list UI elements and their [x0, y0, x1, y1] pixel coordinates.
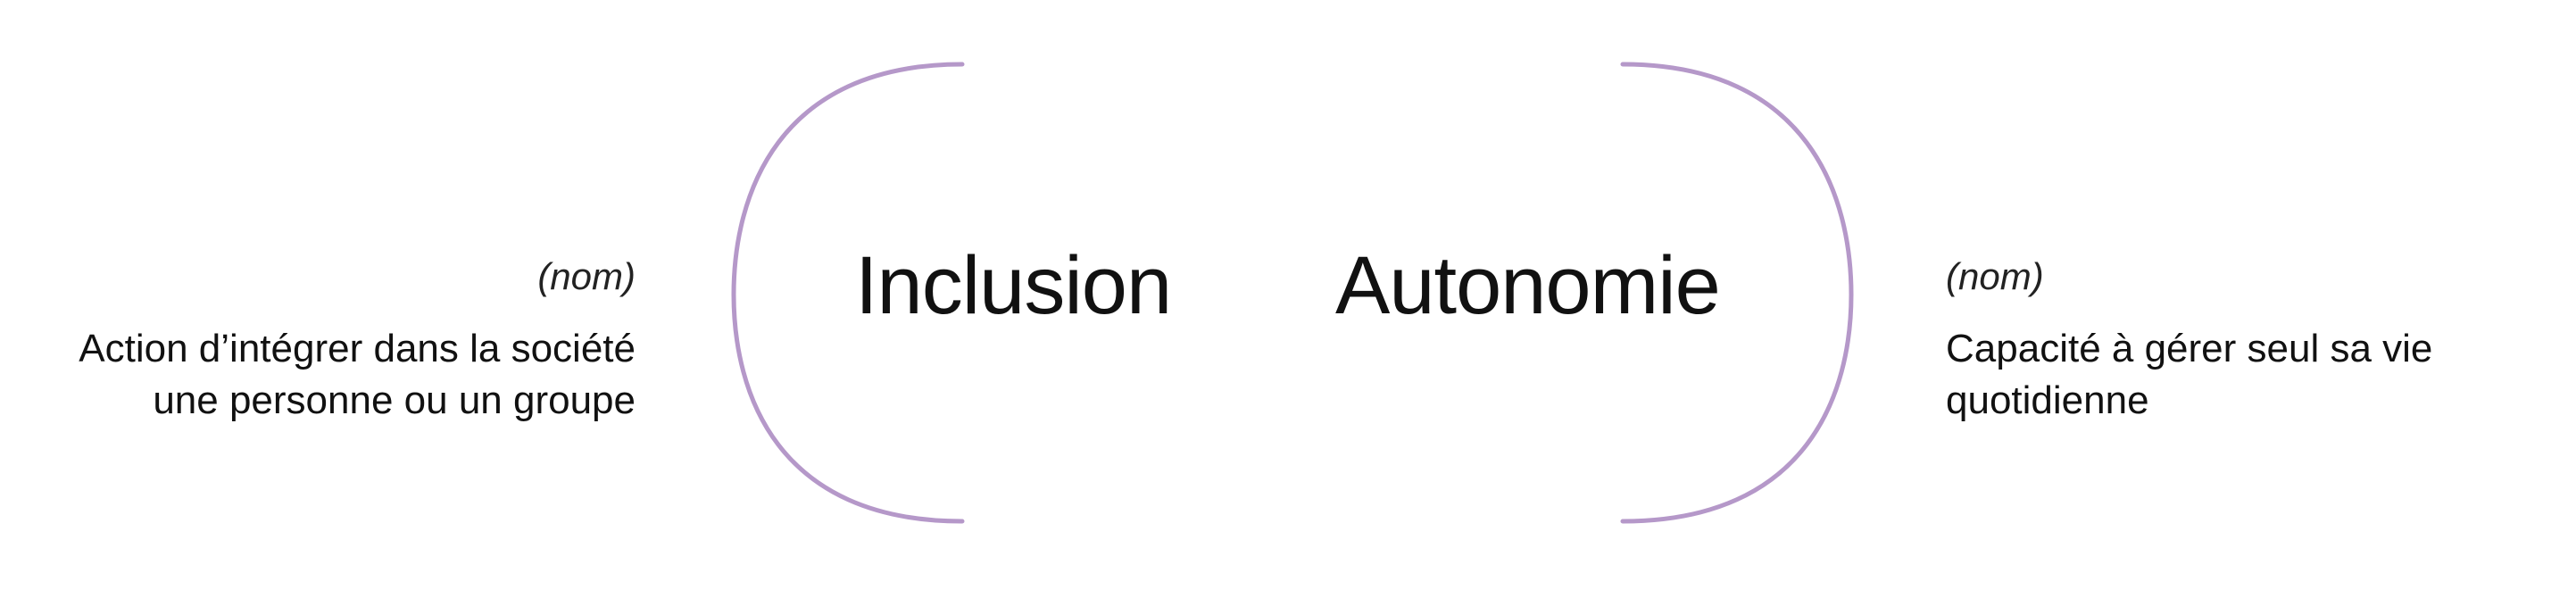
left-definition-line-1: Action d’intégrer dans la société	[79, 327, 636, 370]
term-inclusion: Inclusion	[855, 240, 1172, 331]
term-autonomie: Autonomie	[1335, 240, 1721, 331]
left-definition: Action d’intégrer dans la société une pe…	[11, 323, 636, 427]
left-arc	[731, 62, 965, 524]
left-part-of-speech: (nom)	[537, 255, 636, 297]
right-definition-line-2: quotidienne	[1946, 378, 2149, 422]
right-arc	[1620, 62, 1854, 524]
right-definition-line-1: Capacité à gérer seul sa vie	[1946, 327, 2433, 370]
right-part-of-speech: (nom)	[1946, 255, 2044, 297]
left-definition-line-2: une personne ou un groupe	[153, 378, 636, 422]
right-definition: Capacité à gérer seul sa vie quotidienne	[1946, 323, 2535, 427]
